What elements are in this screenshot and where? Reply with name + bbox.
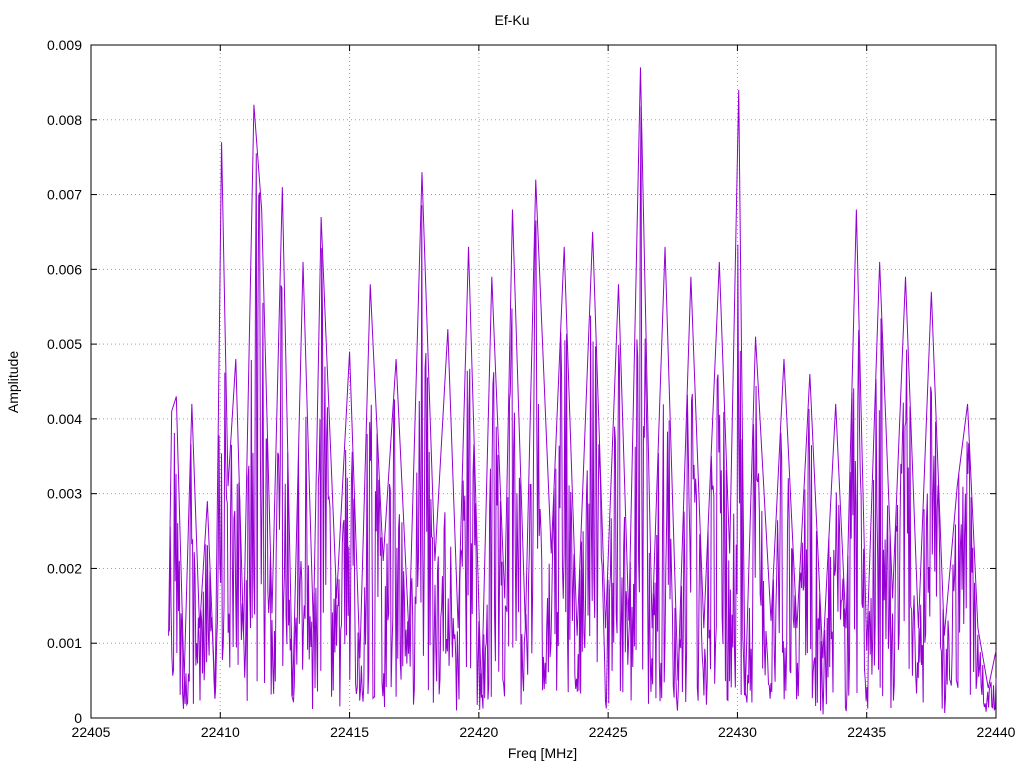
y-tick-label: 0.004 [47,411,82,427]
y-tick-label: 0 [74,710,82,726]
y-tick-label: 0.005 [47,336,82,352]
x-tick-label: 22430 [718,724,757,740]
x-tick-label: 22405 [72,724,111,740]
chart-title: Ef-Ku [494,12,530,28]
x-tick-label: 22440 [977,724,1016,740]
series-layer [168,67,997,715]
x-tick-label: 22415 [330,724,369,740]
x-tick-label: 22410 [201,724,240,740]
x-tick-label: 22425 [589,724,628,740]
amplitude-series-line [168,106,997,715]
y-axis-ticks: 0 0.001 0.002 0.003 0.004 0.005 0.006 0.007 0.00… [47,37,996,726]
plot-frame [90,44,997,719]
x-axis-label: Freq [MHz] [507,745,578,761]
y-tick-label: 0.008 [47,112,82,128]
amplitude-peaks-line [168,67,997,696]
y-tick-label: 0.009 [47,37,82,53]
x-tick-label: 22435 [847,724,886,740]
plot-border [90,44,997,719]
y-tick-label: 0.002 [47,560,82,576]
y-axis-label: Amplitude [5,350,21,414]
y-tick-label: 0.001 [47,635,82,651]
y-tick-label: 0.006 [47,261,82,277]
x-tick-label: 22420 [459,724,498,740]
x-axis-ticks: 22405 22410 22415 22420 22425 22430 22435 22440 [72,45,1016,740]
y-tick-label: 0.007 [47,187,82,203]
y-tick-label: 0.003 [47,486,82,502]
